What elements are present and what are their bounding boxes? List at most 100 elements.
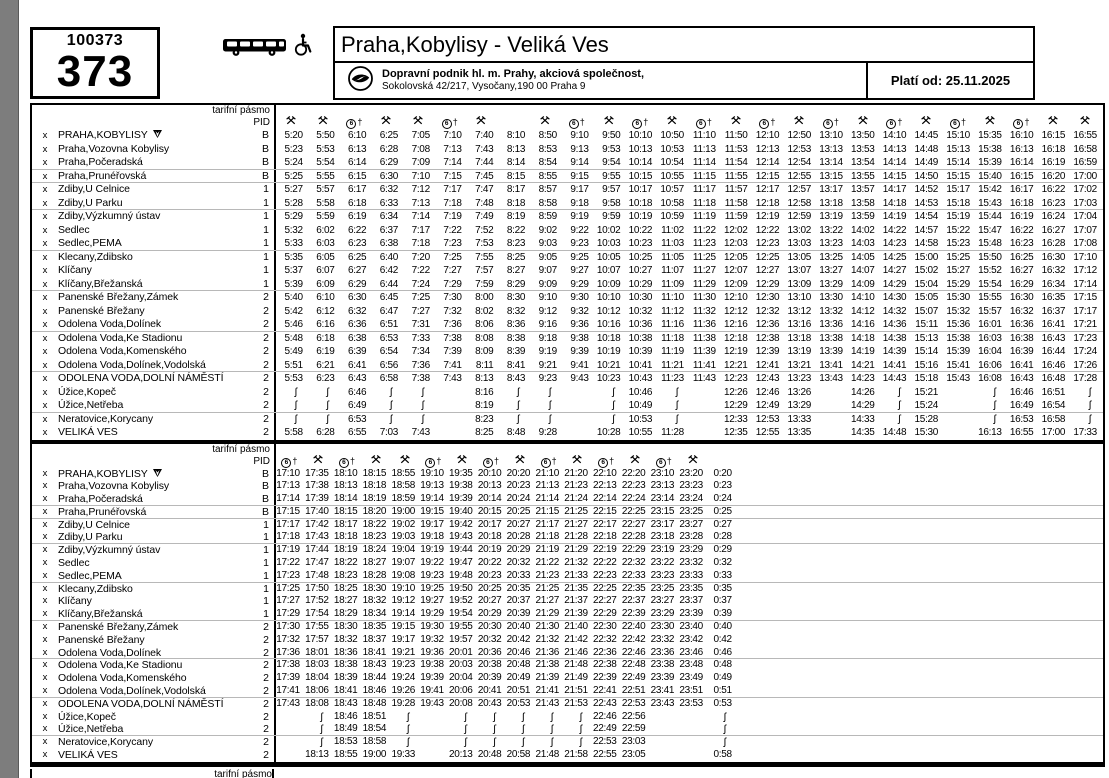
time-cell: 19:23 xyxy=(391,659,415,671)
fare-zone: 2 xyxy=(263,331,269,344)
time-cell: 8:43 xyxy=(506,373,526,384)
empty-cell xyxy=(814,399,846,412)
dpp-logo-icon xyxy=(347,65,374,97)
time-cell: 16:58 xyxy=(1073,143,1097,155)
time-cell: 18:55 xyxy=(333,749,358,761)
fare-zone: B xyxy=(261,156,269,168)
time-cell: 14:32 xyxy=(882,305,907,317)
time-cell: 9:27 xyxy=(570,265,589,276)
time-cell: 10:23 xyxy=(596,373,621,384)
time-cell: 9:57 xyxy=(602,184,621,195)
weekend-holiday-icon: 6 † xyxy=(625,112,657,130)
time-cell: 17:55 xyxy=(305,621,329,633)
station-name: Odolena Voda,Dolínek,Vodolská xyxy=(58,358,206,371)
time-cell: 16:32 xyxy=(1041,265,1066,276)
empty-cell xyxy=(814,413,846,427)
station-name: PRAHA,KOBYLISY xyxy=(58,129,251,143)
no-service-mark: ʃ xyxy=(493,710,496,723)
time-cell: 21:39 xyxy=(564,608,588,620)
time-cell: 18:19 xyxy=(333,544,358,556)
time-cell: 22:32 xyxy=(593,633,617,645)
request-stop-marker: x xyxy=(42,531,48,543)
time-cell: 18:29 xyxy=(333,608,358,620)
time-cell: 21:17 xyxy=(535,518,559,530)
time-cell: 13:59 xyxy=(851,211,875,222)
workdays-icon xyxy=(362,451,391,469)
time-cell: 13:18 xyxy=(819,197,843,209)
time-cell: 13:23 xyxy=(819,238,843,249)
workdays-icon xyxy=(1038,112,1070,130)
time-cell: 10:21 xyxy=(596,359,621,371)
no-service-mark: ʃ xyxy=(993,385,996,398)
time-cell: 18:24 xyxy=(362,544,387,556)
time-cell: 17:42 xyxy=(305,518,329,530)
workdays-icon xyxy=(371,112,403,130)
time-cell: 17:29 xyxy=(276,608,300,620)
time-cell: 19:57 xyxy=(449,633,473,645)
weekend-holiday-icon: 6 † xyxy=(1007,112,1039,130)
station-name: Sedlec,PEMA xyxy=(58,237,122,249)
line-number-box: 100373 373 xyxy=(30,27,160,99)
time-cell: 10:49 xyxy=(628,400,653,411)
time-cell: 8:50 xyxy=(538,130,558,141)
time-cell: 6:03 xyxy=(316,238,335,249)
workdays-icon xyxy=(848,112,880,130)
time-cell: 22:29 xyxy=(621,544,646,556)
time-cell: 14:23 xyxy=(882,238,907,249)
request-stop-marker: x xyxy=(42,292,48,303)
time-cell: 22:53 xyxy=(621,697,646,709)
time-cell: 17:35 xyxy=(305,467,329,479)
time-cell: 19:42 xyxy=(449,518,473,530)
time-cell: 13:38 xyxy=(819,332,843,344)
time-cell: 16:46 xyxy=(1041,359,1066,371)
time-cell: 7:17 xyxy=(443,184,462,195)
time-cell: 17:48 xyxy=(305,569,329,581)
time-cell: 15:27 xyxy=(946,265,970,276)
fare-zone: 2 xyxy=(263,710,269,723)
time-cell: 13:15 xyxy=(819,170,843,182)
workdays-icon xyxy=(276,112,308,130)
time-cell: 6:21 xyxy=(316,359,335,371)
sunday-holiday-icon: † xyxy=(643,117,649,127)
station-name: Panenské Břežany,Zámek xyxy=(58,621,179,634)
workdays-icon xyxy=(370,454,381,463)
time-cell: 6:25 xyxy=(348,251,367,263)
empty-cell xyxy=(687,386,719,400)
time-cell: 6:41 xyxy=(348,359,367,371)
no-service-mark: ʃ xyxy=(723,723,726,736)
station-name: Panenské Břežany xyxy=(58,304,145,317)
time-cell: 23:23 xyxy=(650,569,675,581)
time-cell: 14:33 xyxy=(851,413,875,425)
workdays-icon xyxy=(594,112,626,130)
time-cell: 6:36 xyxy=(348,319,367,330)
time-cell: 5:29 xyxy=(284,211,304,222)
time-cell: 21:51 xyxy=(564,685,588,697)
time-cell: 21:48 xyxy=(564,659,588,671)
empty-cell xyxy=(677,749,706,762)
timetable-section-1: tarifní pásmo PID 6 † 6 † 6 † 6 † 6 † 6 † 6 † 6 † 6 † 6 † x… xyxy=(32,105,1103,440)
request-stop-marker: x xyxy=(42,710,48,722)
time-cell: 13:53 xyxy=(851,143,875,155)
time-cell: 11:07 xyxy=(661,265,684,276)
time-cell: 16:34 xyxy=(1041,278,1066,290)
time-cell: 15:13 xyxy=(946,143,970,155)
time-cell: 17:28 xyxy=(1073,373,1097,384)
time-cell: 21:13 xyxy=(535,480,559,492)
request-stop-marker: x xyxy=(42,157,48,168)
time-cell: 21:27 xyxy=(535,595,559,607)
time-cell: 9:18 xyxy=(570,197,589,209)
time-cell: 17:00 xyxy=(1041,427,1066,438)
time-cell: 10:13 xyxy=(628,143,653,155)
time-cell: 17:07 xyxy=(1073,224,1097,236)
station-row: x Zdiby,U Celnice 1 5:27 5:57 6:17 6:32 7:12 7:1… xyxy=(32,183,1103,197)
time-cell: 18:03 xyxy=(305,659,329,671)
time-cell: 14:29 xyxy=(851,400,875,411)
saturday-icon: 6 xyxy=(1013,119,1024,129)
time-cell: 22:25 xyxy=(621,505,646,517)
workdays-icon xyxy=(476,116,487,125)
time-cell: 17:10 xyxy=(276,467,300,479)
time-cell: 6:09 xyxy=(316,278,335,290)
time-cell: 16:38 xyxy=(1009,332,1034,344)
no-service-mark: ʃ xyxy=(723,736,726,749)
time-cell: 17:38 xyxy=(276,659,300,671)
